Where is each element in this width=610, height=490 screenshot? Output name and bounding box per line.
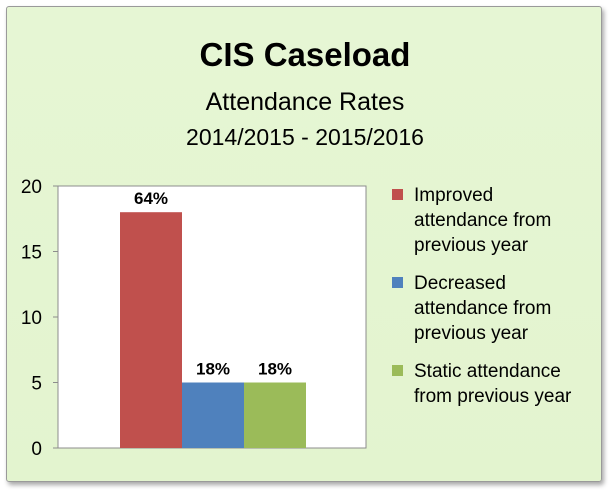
legend-item-improved: Improved attendance from previous year [392, 183, 592, 258]
legend-swatch-improved [392, 189, 403, 200]
data-label-improved: 64% [134, 189, 168, 208]
bar-static [244, 382, 306, 448]
y-tick-label: 15 [21, 243, 42, 264]
legend-item-static: Static attendance from previous year [392, 359, 592, 409]
legend-swatch-decreased [392, 277, 403, 288]
data-label-static: 18% [258, 360, 292, 379]
y-tick-label: 10 [21, 308, 42, 329]
y-tick-label: 5 [31, 374, 42, 395]
legend-label-static: Static attendance from previous year [414, 361, 572, 407]
chart-date-range: 2014/2015 - 2015/2016 [186, 124, 424, 150]
legend-label-decreased: Decreased attendance from previous year [414, 273, 552, 344]
bar-decreased [182, 382, 244, 448]
legend: Improved attendance from previous year D… [392, 183, 592, 422]
data-label-decreased: 18% [196, 360, 230, 379]
chart-subtitle: Attendance Rates [205, 88, 405, 116]
bar-improved [120, 212, 182, 448]
legend-item-decreased: Decreased attendance from previous year [392, 271, 592, 346]
legend-swatch-static [392, 365, 403, 376]
legend-label-improved: Improved attendance from previous year [414, 185, 552, 256]
chart-title: CIS Caseload [199, 36, 411, 73]
y-tick-label: 0 [31, 439, 42, 460]
y-tick-label: 20 [21, 177, 42, 198]
